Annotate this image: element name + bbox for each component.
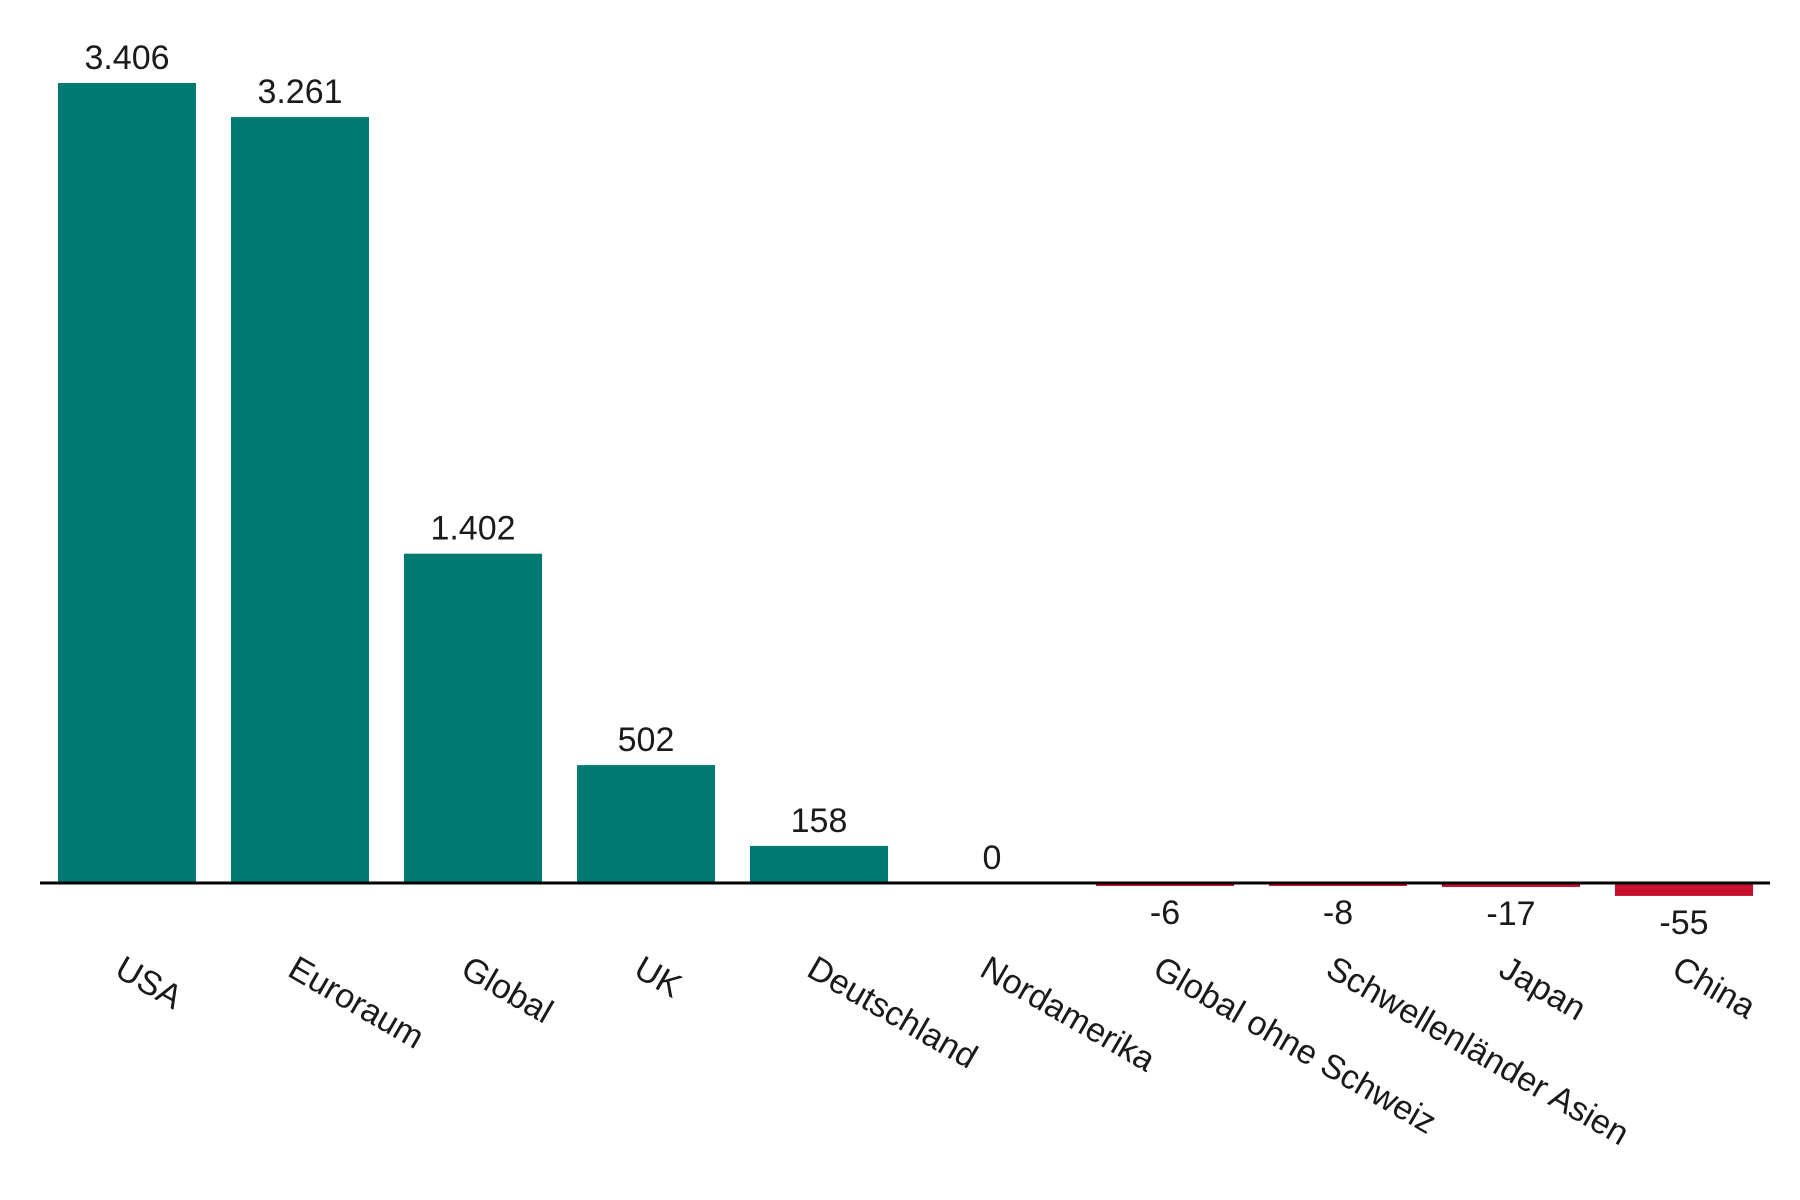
value-label-schwellenlander-asien: -8: [1323, 894, 1353, 932]
category-label-usa: USA: [109, 949, 189, 1017]
bar-global: [404, 553, 542, 883]
category-label-euroraum: Euroraum: [282, 949, 430, 1057]
category-labels-group: USA Euroraum Global UK DeutschlandNordamerik…: [109, 949, 1762, 1153]
bar-deutschland: [750, 845, 888, 883]
category-label-global: Global: [455, 949, 559, 1031]
category-label-uk: UK: [628, 949, 688, 1006]
bar-usa: [58, 83, 196, 883]
category-label-global-ohne-schweiz: Global ohne Schweiz: [1147, 949, 1443, 1142]
value-labels-group: 3.406 3.261 1.402 502 158 0 -6 -8 -17 -55: [84, 39, 1708, 942]
category-label-china: China: [1666, 949, 1762, 1026]
value-label-china: -55: [1659, 904, 1708, 942]
bar-japan: [1442, 883, 1580, 887]
value-label-euroraum: 3.261: [257, 73, 342, 111]
category-label-japan: Japan: [1493, 949, 1592, 1028]
value-label-global: 1.402: [430, 510, 515, 548]
bar-china: [1615, 883, 1753, 896]
bar-euroraum: [231, 117, 369, 883]
bars-group: [58, 83, 1753, 896]
category-label-schwellenlander-asien: Schwellenländer Asien: [1320, 949, 1635, 1153]
value-label-usa: 3.406: [84, 39, 169, 77]
bar-uk: [577, 765, 715, 883]
value-label-japan: -17: [1486, 895, 1535, 933]
category-label-deutschland: Deutschland: [801, 949, 984, 1076]
value-label-global-ohne-schweiz: -6: [1150, 894, 1180, 932]
category-label-nordamerika: Nordamerika: [974, 949, 1162, 1079]
value-label-deutschland: 158: [791, 802, 848, 840]
value-label-nordamerika: 0: [983, 839, 1002, 877]
value-label-uk: 502: [618, 721, 675, 759]
